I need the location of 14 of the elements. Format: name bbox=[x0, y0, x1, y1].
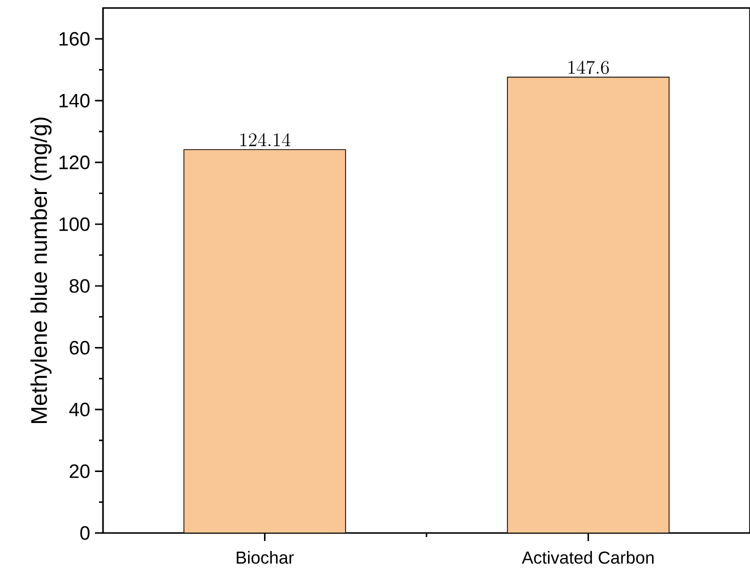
data-label: 124. 14 bbox=[240, 133, 290, 146]
y-tick-label: 120 bbox=[60, 156, 90, 170]
y-tick-label: 20 bbox=[70, 464, 90, 478]
y-tick-label: 80 bbox=[70, 279, 90, 293]
y-tick-label: 160 bbox=[60, 32, 90, 46]
y-tick-label: 40 bbox=[69, 402, 90, 416]
y-tick-label: 140 bbox=[60, 94, 90, 108]
y-tick-label: 100 bbox=[60, 217, 90, 232]
y-tick-label: 60 bbox=[70, 340, 90, 355]
x-tick-label: Activated Carbon bbox=[522, 551, 654, 564]
x-tick-label: Biochar bbox=[236, 551, 294, 564]
y-tick-label: 0 bbox=[80, 526, 90, 540]
y-axis-title: Methylene blue number (mg/g) bbox=[30, 118, 52, 423]
data-label: 147.6 bbox=[568, 60, 609, 74]
